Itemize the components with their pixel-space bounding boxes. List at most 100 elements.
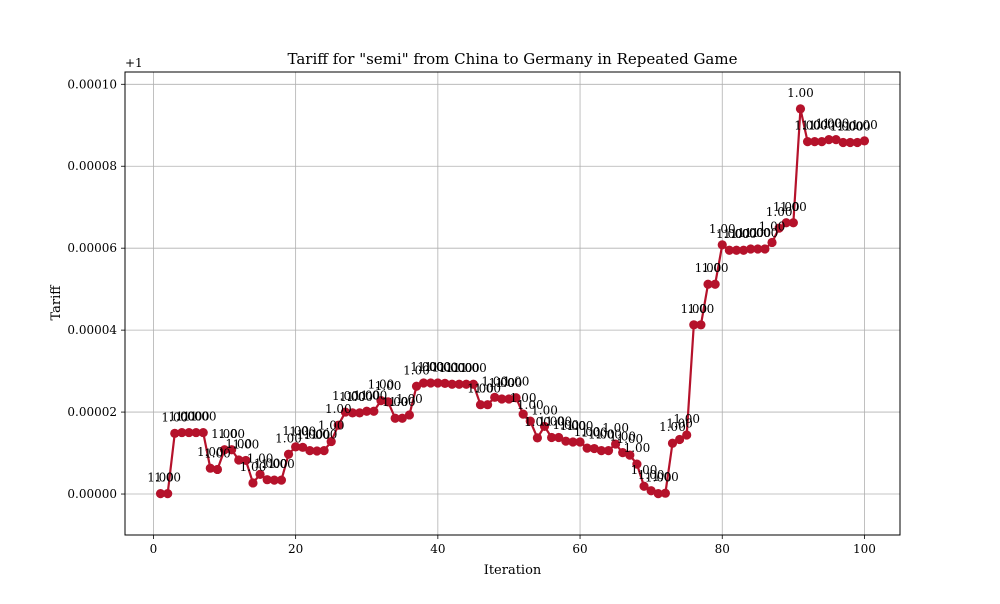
- data-point: [383, 397, 393, 407]
- data-label: 1.00: [467, 382, 494, 396]
- data-label: 1.00: [481, 374, 508, 388]
- data-point: [262, 475, 272, 485]
- data-label: 1.00: [538, 414, 565, 428]
- data-label: 1.00: [417, 360, 444, 374]
- data-point: [774, 223, 784, 233]
- data-point: [234, 455, 244, 465]
- data-point: [824, 135, 834, 145]
- data-label: 1.00: [567, 419, 594, 433]
- data-label: 1.00: [574, 425, 601, 439]
- data-label: 1.00: [496, 376, 523, 390]
- data-label: 1.00: [830, 119, 857, 133]
- data-point: [170, 428, 180, 438]
- data-point: [198, 427, 208, 438]
- data-point: [561, 436, 571, 446]
- chart-title: Tariff for "semi" from China to Germany …: [288, 50, 738, 68]
- data-point: [397, 413, 407, 423]
- data-label: 1.00: [723, 227, 750, 241]
- data-point: [625, 450, 635, 460]
- data-label: 1.00: [254, 457, 281, 471]
- data-label: 1.00: [645, 471, 672, 485]
- data-point: [781, 218, 791, 228]
- data-label: 1.00: [275, 431, 302, 445]
- data-point: [859, 136, 870, 146]
- data-label: 1.00: [169, 410, 196, 424]
- data-point: [817, 137, 827, 147]
- data-label: 1.00: [744, 226, 771, 240]
- data-point: [419, 378, 429, 388]
- data-label: 1.00: [510, 391, 537, 405]
- data-label: 1.00: [624, 441, 651, 455]
- data-point: [746, 244, 756, 254]
- data-label: 1.00: [787, 86, 814, 100]
- data-point: [269, 475, 279, 485]
- data-label: 1.00: [353, 388, 380, 402]
- data-label: 1.00: [673, 412, 700, 426]
- data-label: 1.00: [801, 119, 828, 133]
- data-point: [326, 436, 336, 447]
- data-label: 1.00: [609, 430, 636, 444]
- data-point: [283, 449, 294, 459]
- data-label: 1.00: [282, 424, 309, 438]
- y-tick-label: 0.00000: [67, 487, 117, 501]
- data-point: [298, 442, 308, 452]
- data-label: 1.00: [602, 421, 629, 435]
- data-point: [845, 137, 855, 148]
- data-label: 1.00: [766, 205, 793, 219]
- data-point: [689, 320, 699, 330]
- data-point: [191, 427, 201, 438]
- data-label: 1.00: [247, 451, 274, 465]
- x-tick-label: 100: [853, 542, 876, 556]
- data-label: 1.00: [389, 395, 416, 409]
- data-point: [696, 320, 706, 330]
- data-label: 1.00: [218, 427, 245, 441]
- data-point: [603, 445, 614, 456]
- data-point: [660, 488, 670, 498]
- data-point: [717, 240, 727, 250]
- data-label: 1.00: [702, 261, 729, 275]
- data-label: 1.00: [638, 468, 665, 482]
- y-tick-label: 0.00008: [67, 159, 117, 173]
- data-point: [703, 279, 713, 289]
- data-point: [589, 443, 599, 454]
- data-label: 1.00: [432, 360, 459, 374]
- data-point: [724, 245, 734, 255]
- data-point: [255, 469, 265, 479]
- data-point: [447, 379, 457, 389]
- data-point: [497, 394, 507, 404]
- data-point: [532, 433, 542, 443]
- data-label: 1.00: [545, 414, 572, 428]
- data-point: [475, 400, 486, 410]
- data-label: 1.00: [375, 379, 402, 393]
- data-point: [511, 393, 521, 403]
- data-point: [760, 244, 770, 254]
- data-point: [518, 409, 528, 419]
- data-point: [795, 104, 806, 114]
- data-point: [426, 378, 436, 388]
- data-label: 1.00: [410, 360, 437, 374]
- data-label: 1.00: [652, 470, 679, 484]
- data-point: [163, 489, 173, 499]
- x-tick-label: 0: [150, 542, 158, 556]
- y-offset-text: +1: [125, 56, 143, 70]
- data-point: [483, 400, 493, 410]
- data-point: [738, 245, 749, 255]
- data-label: 1.00: [488, 376, 515, 390]
- data-label: 1.00: [204, 446, 231, 460]
- data-label: 1.00: [595, 428, 622, 442]
- data-point: [291, 442, 301, 452]
- data-point: [667, 438, 678, 448]
- data-point: [582, 443, 592, 453]
- data-label: 1.00: [268, 457, 295, 471]
- data-label: 1.00: [503, 375, 530, 389]
- data-label: 1.00: [318, 419, 345, 433]
- y-tick-label: 0.00002: [67, 405, 117, 419]
- data-point: [596, 445, 606, 456]
- x-tick-label: 40: [430, 542, 445, 556]
- x-axis-label: Iteration: [484, 563, 542, 578]
- data-label: 1.00: [360, 388, 387, 402]
- data-label: 1.00: [211, 427, 238, 441]
- data-label: 1.00: [261, 457, 288, 471]
- data-point: [539, 421, 550, 432]
- data-label: 1.00: [446, 361, 473, 375]
